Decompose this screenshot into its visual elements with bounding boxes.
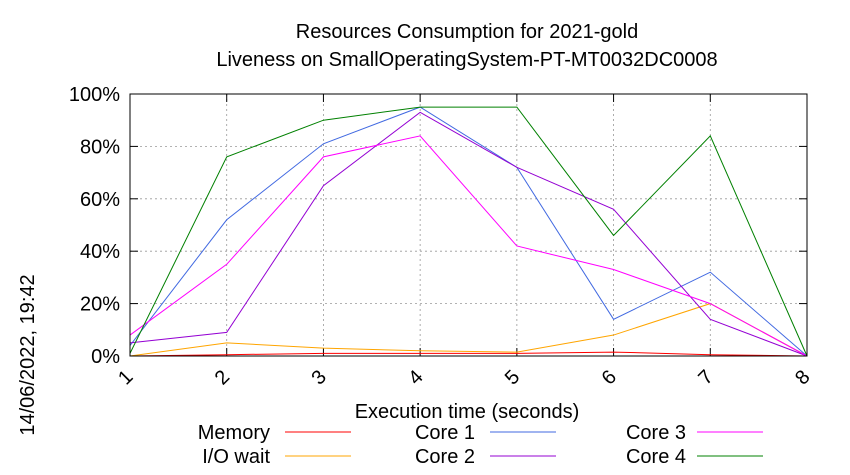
series-line-core-3 xyxy=(129,135,808,357)
y-ticks: 0% 20% 40% 60% 80% 100% xyxy=(69,84,807,368)
series-line-core-4 xyxy=(129,106,808,357)
series-lines xyxy=(129,106,808,357)
x-tick-label: 1 xyxy=(114,366,137,389)
y-tick-label: 20% xyxy=(80,294,120,316)
x-tick-label: 5 xyxy=(501,366,524,389)
legend-label-core-4: Core 4 xyxy=(626,446,686,468)
x-tick-label: 3 xyxy=(307,366,330,389)
plot-frame xyxy=(129,93,808,357)
x-tick-label: 7 xyxy=(694,366,717,389)
x-tick-label: 6 xyxy=(598,366,621,389)
y-tick-label: 80% xyxy=(80,136,120,158)
chart-subtitle: Liveness on SmallOperatingSystem-PT-MT00… xyxy=(216,49,717,71)
grid-lines xyxy=(129,93,808,357)
x-tick-label: 2 xyxy=(211,366,234,389)
legend-label-core-1: Core 1 xyxy=(415,422,475,444)
legend-label-i-o-wait: I/O wait xyxy=(202,446,270,468)
timestamp-label: 14/06/2022, 19:42 xyxy=(17,274,39,435)
x-ticks: 1 2 3 4 5 6 7 8 xyxy=(114,94,814,389)
legend-label-core-3: Core 3 xyxy=(626,422,686,444)
chart-title: Resources Consumption for 2021-gold xyxy=(296,21,638,43)
x-axis-label: Execution time (seconds) xyxy=(355,401,580,423)
series-line-memory xyxy=(129,351,808,357)
series-line-core-1 xyxy=(129,106,808,357)
series-line-core-2 xyxy=(129,111,808,357)
y-tick-label: 40% xyxy=(80,241,120,263)
series-line-i-o-wait xyxy=(129,303,808,357)
legend-label-core-2: Core 2 xyxy=(415,446,475,468)
legend-label-memory: Memory xyxy=(198,422,270,444)
y-tick-label: 60% xyxy=(80,189,120,211)
y-tick-label: 100% xyxy=(69,84,120,106)
x-tick-label: 4 xyxy=(404,366,427,389)
x-tick-label: 8 xyxy=(791,366,814,389)
y-tick-label: 0% xyxy=(91,346,120,368)
